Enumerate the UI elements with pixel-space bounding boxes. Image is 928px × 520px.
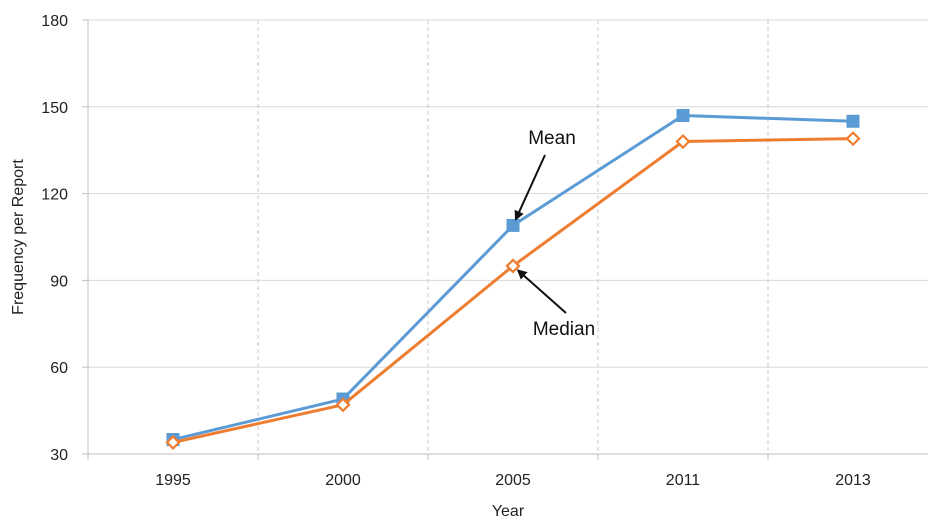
series-line-mean [172,113,854,441]
annotation-arrow-mean [514,154,546,221]
annotation-label-mean: Mean [528,128,576,149]
series-line-median [172,137,854,444]
data-point-median [165,434,181,450]
axes [82,19,928,460]
annotations-group: Mean Median [514,128,595,340]
y-tick-label: 60 [50,360,68,377]
x-tick-label: 2013 [835,472,871,489]
grid [88,19,928,454]
data-point-median [845,131,861,147]
data-point-median [675,133,691,150]
x-tick-label: 2011 [666,472,701,489]
y-tick-label: 120 [41,187,68,204]
x-axis-title: Year [492,503,525,520]
annotation-arrow-median [516,269,567,314]
data-point-mean [676,108,690,122]
y-tick-label: 150 [41,100,68,117]
annotation-label-median: Median [533,319,595,340]
x-tick-label: 2005 [495,472,531,489]
y-tick-label: 180 [41,13,68,30]
y-axis-title: Frequency per Report [10,159,27,315]
x-tick-label: 1995 [155,472,191,489]
labels-group: 30 60 90 120 150 180 1995 2000 2005 2011 2013 Year F… [10,13,871,520]
y-tick-label: 90 [50,273,68,290]
data-point-median [335,397,351,413]
data-point-mean [506,218,520,232]
data-point-mean [846,114,860,128]
series-group [165,108,861,450]
x-tick-label: 2000 [325,472,361,489]
data-point-median [505,258,521,274]
y-tick-label: 30 [50,447,68,464]
